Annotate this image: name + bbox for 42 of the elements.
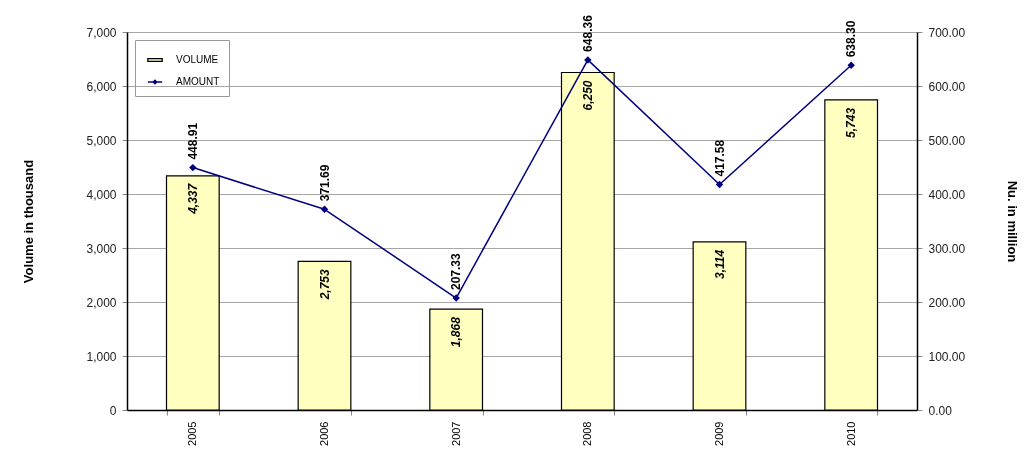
- y2-tick-label: 600.00: [928, 79, 966, 94]
- data-label: 6,250: [580, 80, 595, 111]
- y-tick-label: 2,000: [86, 295, 117, 310]
- y2-tick-label: 200.00: [928, 295, 966, 310]
- y-tick-label: 0: [109, 403, 117, 418]
- data-label: 1,868: [449, 316, 464, 348]
- data-label: 5,743: [844, 107, 859, 138]
- y2-tick-label: 100.00: [928, 349, 966, 364]
- x-tick-label: 2010: [844, 421, 857, 446]
- data-label: 417.58: [712, 139, 727, 177]
- y-tick-label: 3,000: [86, 241, 117, 256]
- y2-tick-label: 400.00: [928, 187, 966, 202]
- data-label: 648.36: [580, 14, 595, 52]
- x-tick-label: 2007: [449, 421, 462, 446]
- y-tick-label: 7,000: [86, 25, 117, 40]
- y2-tick-label: 500.00: [928, 133, 966, 148]
- legend-label: VOLUME: [176, 54, 219, 65]
- data-label: 448.91: [185, 122, 200, 160]
- x-tick-label: 2005: [186, 421, 199, 446]
- y-tick-label: 6,000: [86, 79, 117, 94]
- data-label: 371.69: [317, 164, 332, 202]
- point: [320, 205, 329, 213]
- data-label: 2,753: [317, 269, 332, 301]
- x-tick-label: 2006: [318, 421, 330, 446]
- y-tick-label: 1,000: [86, 349, 117, 364]
- x-tick-label: 2009: [713, 421, 725, 446]
- data-label: 3,114: [712, 249, 727, 279]
- y-tick-label: 5,000: [86, 133, 117, 148]
- point: [189, 163, 197, 172]
- y-tick-label: 4,000: [86, 187, 117, 202]
- legend-label: AMOUNT: [176, 76, 220, 87]
- y2-axis-title: Nu. in million: [1005, 180, 1021, 263]
- y2-tick-label: 700.00: [928, 25, 966, 40]
- point: [847, 61, 855, 70]
- data-label: 638.30: [844, 20, 859, 58]
- y2-tick-label: 300.00: [928, 241, 966, 256]
- x-tick-label: 2008: [581, 421, 594, 446]
- y-axis-title: Volume in thousand: [21, 159, 37, 284]
- data-label: 207.33: [449, 253, 464, 291]
- y2-tick-label: 0.00: [928, 403, 953, 418]
- point: [715, 180, 724, 189]
- data-label: 4,337: [185, 182, 200, 215]
